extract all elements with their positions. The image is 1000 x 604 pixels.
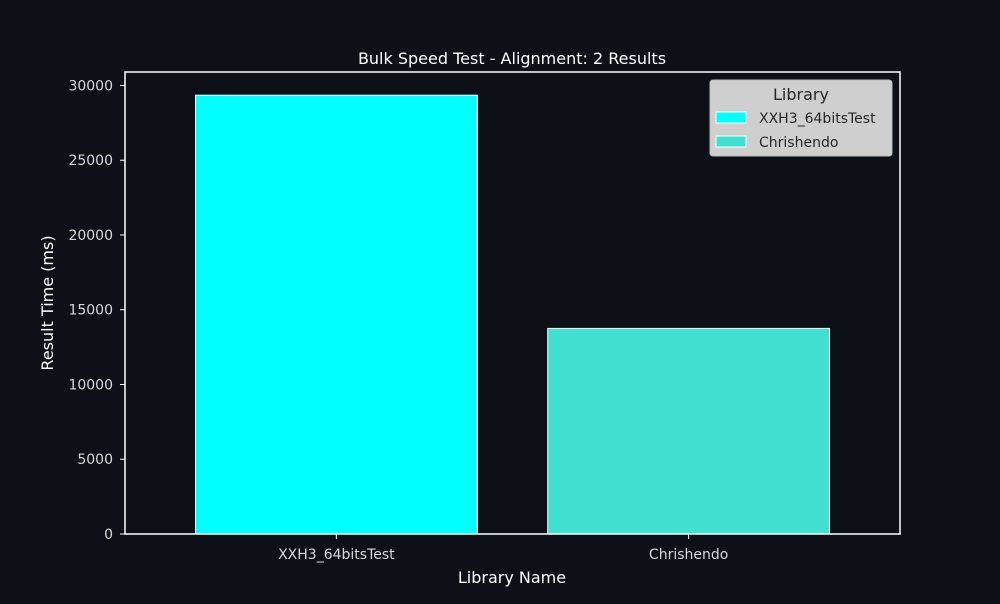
legend-swatch-chrishendo	[715, 135, 747, 148]
y-axis-label: Result Time (ms)	[38, 235, 57, 370]
y-axis-ticks: 0 5000 10000 15000 20000 25000 30000	[68, 78, 125, 543]
bar-chrishendo	[547, 327, 830, 535]
bars-layer	[195, 94, 830, 535]
x-axis-label: Library Name	[458, 568, 566, 587]
legend-box	[709, 79, 893, 157]
x-tick-label: XXH3_64bitsTest	[278, 547, 395, 563]
legend-title: Library	[773, 85, 829, 104]
y-tick-label: 20000	[68, 228, 113, 244]
y-tick-label: 5000	[77, 452, 113, 468]
legend: Library XXH3_64bitsTest Chrishendo	[709, 79, 893, 157]
y-tick-label: 15000	[68, 303, 113, 319]
legend-swatch-xxh3	[715, 111, 747, 124]
y-tick-label: 10000	[68, 377, 113, 393]
chart-title: Bulk Speed Test - Alignment: 2 Results	[358, 49, 666, 68]
y-tick-label: 0	[104, 527, 113, 543]
x-tick-label: Chrishendo	[649, 547, 728, 563]
legend-label-chrishendo: Chrishendo	[759, 135, 838, 151]
plot-frame	[124, 71, 901, 535]
bar-xxh3-64bitstest	[195, 94, 478, 535]
y-tick-label: 30000	[68, 78, 113, 94]
y-tick-label: 25000	[68, 153, 113, 169]
x-axis-ticks: XXH3_64bitsTest Chrishendo	[278, 534, 728, 563]
legend-label-xxh3: XXH3_64bitsTest	[759, 111, 876, 127]
